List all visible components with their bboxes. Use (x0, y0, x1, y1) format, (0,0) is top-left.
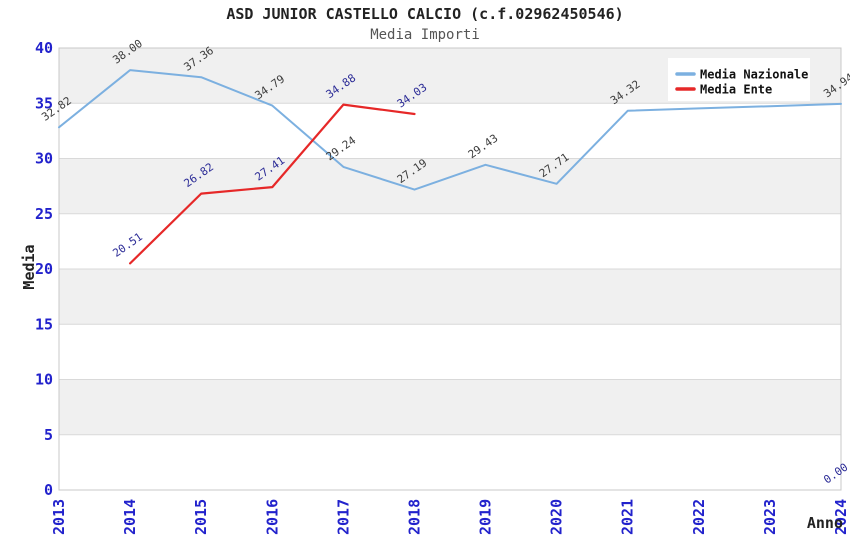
x-tick-label: 2024 (832, 499, 850, 535)
y-tick-label: 10 (35, 371, 53, 389)
y-tick-label: 35 (35, 94, 53, 112)
grid-band (59, 158, 841, 214)
y-axis-title: Media (20, 244, 38, 289)
x-tick-label: 2019 (477, 499, 495, 535)
x-tick-label: 2013 (50, 499, 68, 535)
point-label: 0.00 (821, 461, 850, 487)
series-line-media-nazionale (58, 69, 842, 191)
y-tick-label: 15 (35, 315, 53, 333)
x-tick-label: 2021 (619, 499, 637, 535)
legend-label-media-nazionale: Media Nazionale (700, 68, 808, 82)
x-tick-label: 2023 (761, 499, 779, 535)
chart-subtitle: Media Importi (370, 27, 480, 43)
x-tick-label: 2015 (192, 499, 210, 535)
series-line-media-ente (129, 103, 416, 265)
y-tick-label: 30 (35, 150, 53, 168)
y-tick-label: 25 (35, 205, 53, 223)
chart-generated-layer: 0 5 10 15 20 25 30 35 40 2013 2014 2015 2016 2017 2018… (35, 37, 850, 535)
x-tick-label: 2017 (334, 499, 352, 535)
x-tick-label: 2022 (690, 499, 708, 535)
legend-box (668, 58, 810, 101)
y-tick-label: 20 (35, 260, 53, 278)
chart-title: ASD JUNIOR CASTELLO CALCIO (c.f.02962450… (226, 5, 623, 23)
point-label: 29.43 (466, 132, 501, 162)
plot-border (58, 47, 842, 491)
grid-band (59, 269, 841, 325)
y-tick-label: 0 (44, 481, 53, 499)
x-tick-label: 2016 (263, 499, 281, 535)
x-tick-label: 2014 (121, 499, 139, 535)
grid-band (59, 379, 841, 435)
x-tick-label: 2020 (548, 499, 566, 535)
y-tick-label: 5 (44, 426, 53, 444)
legend-label-media-ente: Media Ente (700, 83, 772, 97)
y-tick-label: 40 (35, 39, 53, 57)
x-axis-title: Anno (807, 514, 843, 532)
x-tick-label: 2018 (405, 499, 423, 535)
